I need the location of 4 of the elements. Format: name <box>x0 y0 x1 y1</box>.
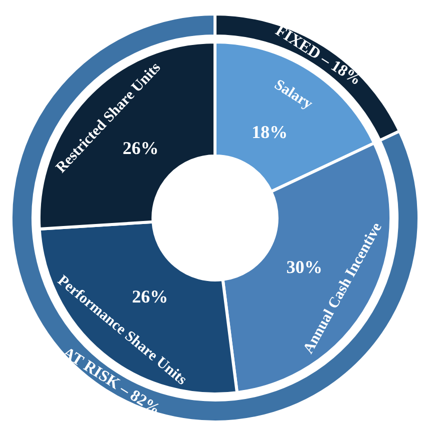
data-label: 26% <box>132 286 168 307</box>
data-label: 26% <box>122 138 159 158</box>
data-label: 18% <box>252 122 288 142</box>
data-label: 30% <box>286 257 322 278</box>
